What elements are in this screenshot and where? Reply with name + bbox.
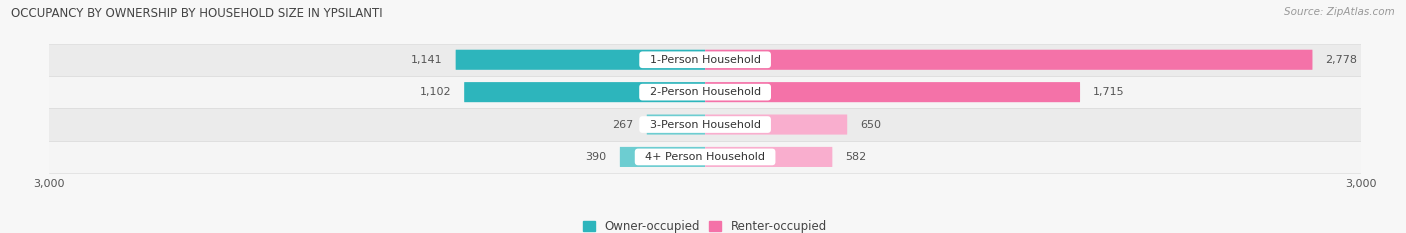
FancyBboxPatch shape — [706, 114, 848, 135]
Text: 1,715: 1,715 — [1094, 87, 1125, 97]
FancyBboxPatch shape — [647, 114, 706, 135]
Text: Source: ZipAtlas.com: Source: ZipAtlas.com — [1284, 7, 1395, 17]
Text: OCCUPANCY BY OWNERSHIP BY HOUSEHOLD SIZE IN YPSILANTI: OCCUPANCY BY OWNERSHIP BY HOUSEHOLD SIZE… — [11, 7, 382, 20]
Text: 4+ Person Household: 4+ Person Household — [638, 152, 772, 162]
Text: 3-Person Household: 3-Person Household — [643, 120, 768, 130]
Text: 1,102: 1,102 — [419, 87, 451, 97]
FancyBboxPatch shape — [706, 82, 1080, 102]
Text: 1,141: 1,141 — [411, 55, 443, 65]
Text: 650: 650 — [860, 120, 882, 130]
FancyBboxPatch shape — [620, 147, 706, 167]
Text: 390: 390 — [586, 152, 607, 162]
Bar — [49, 108, 1361, 141]
FancyBboxPatch shape — [706, 147, 832, 167]
Text: 1-Person Household: 1-Person Household — [643, 55, 768, 65]
Bar — [49, 44, 1361, 76]
Bar — [49, 76, 1361, 108]
Text: 2,778: 2,778 — [1326, 55, 1358, 65]
FancyBboxPatch shape — [464, 82, 706, 102]
Text: 582: 582 — [845, 152, 866, 162]
Bar — [49, 141, 1361, 173]
FancyBboxPatch shape — [456, 50, 706, 70]
Text: 267: 267 — [613, 120, 634, 130]
FancyBboxPatch shape — [706, 50, 1312, 70]
Text: 2-Person Household: 2-Person Household — [643, 87, 768, 97]
Legend: Owner-occupied, Renter-occupied: Owner-occupied, Renter-occupied — [578, 216, 832, 233]
